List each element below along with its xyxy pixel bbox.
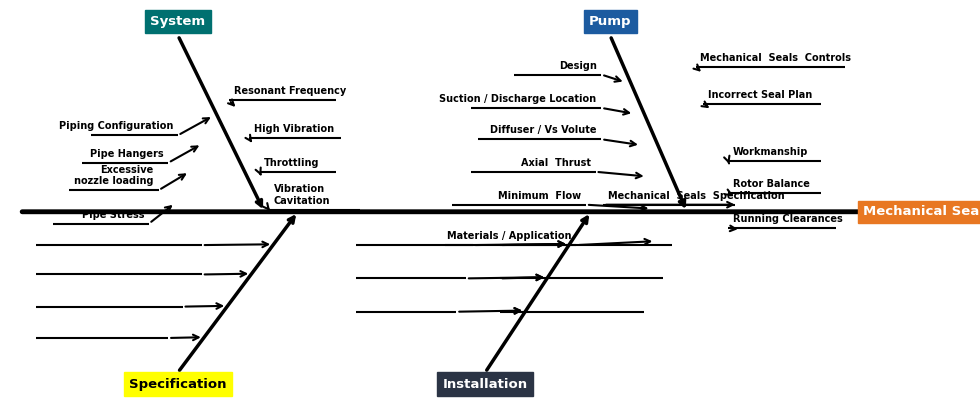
Text: Incorrect Seal Plan: Incorrect Seal Plan xyxy=(708,90,812,100)
Text: Diffuser / Vs Volute: Diffuser / Vs Volute xyxy=(490,125,597,135)
Text: Specification: Specification xyxy=(129,378,226,391)
Text: Minimum  Flow: Minimum Flow xyxy=(498,191,581,201)
Text: Piping Configuration: Piping Configuration xyxy=(59,121,173,131)
Text: Excessive
nozzle loading: Excessive nozzle loading xyxy=(74,165,154,186)
Text: Suction / Discharge Location: Suction / Discharge Location xyxy=(439,94,597,104)
Text: Running Clearances: Running Clearances xyxy=(733,214,843,224)
Text: System: System xyxy=(150,15,206,28)
Text: Vibration
Cavitation: Vibration Cavitation xyxy=(274,184,330,206)
Text: Rotor Balance: Rotor Balance xyxy=(733,179,809,189)
Text: Pipe Hangers: Pipe Hangers xyxy=(90,149,164,159)
Text: Materials / Application: Materials / Application xyxy=(447,231,571,241)
Text: Throttling: Throttling xyxy=(265,158,319,168)
Text: Pipe Stress: Pipe Stress xyxy=(81,210,144,220)
Text: Pump: Pump xyxy=(589,15,631,28)
Text: Axial  Thrust: Axial Thrust xyxy=(520,158,591,168)
Text: Mechanical  Seals  Specification: Mechanical Seals Specification xyxy=(609,191,785,201)
Text: Workmanship: Workmanship xyxy=(733,147,808,157)
Text: Resonant Frequency: Resonant Frequency xyxy=(233,86,346,96)
Text: Design: Design xyxy=(559,61,597,71)
Text: High Vibration: High Vibration xyxy=(254,124,334,134)
Text: Installation: Installation xyxy=(443,378,528,391)
Text: Mechanical Seals: Mechanical Seals xyxy=(862,205,980,218)
Text: Mechanical  Seals  Controls: Mechanical Seals Controls xyxy=(701,53,852,63)
